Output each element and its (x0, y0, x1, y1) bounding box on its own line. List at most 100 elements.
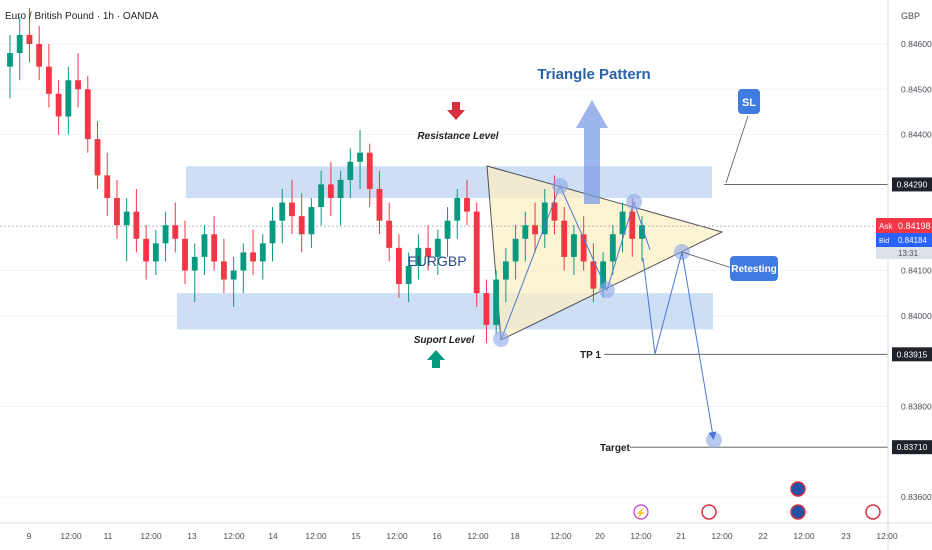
resistance-zone (186, 166, 712, 199)
resistance-label: Resistance Level (417, 131, 498, 142)
candle-body (45, 66, 52, 94)
candle-body (425, 247, 432, 257)
x-tick-label: 22 (758, 531, 768, 541)
lightning-event-icon[interactable] (633, 504, 649, 520)
x-tick-label: 12:00 (60, 531, 82, 541)
ask-label: Ask (879, 222, 893, 231)
candle-body (123, 211, 130, 226)
y-tick-label: 0.84100 (901, 266, 932, 276)
candle-body (318, 184, 325, 208)
touch-point-4 (626, 194, 642, 210)
candle-body (172, 225, 179, 239)
x-tick-label: 12:00 (876, 531, 898, 541)
candle-body (600, 261, 607, 289)
candle-body (629, 211, 636, 239)
candle-body (84, 89, 91, 140)
retesting-leader (681, 251, 733, 269)
candle-body (415, 247, 422, 266)
candle-body (162, 225, 169, 244)
target-label: Target (600, 443, 630, 454)
eu-flag-icon[interactable] (790, 481, 806, 497)
countdown: 13:31 (898, 249, 919, 258)
candle-body (580, 234, 587, 262)
candle-body (639, 225, 645, 239)
candle-body (75, 80, 81, 90)
breakout-arrow (576, 100, 608, 204)
x-tick-label: 21 (676, 531, 686, 541)
symbol-watermark: EURGBP (407, 253, 466, 269)
candle-body (347, 161, 354, 180)
candle-body (152, 243, 159, 262)
resistance-down-arrow (447, 102, 465, 120)
support-zone (177, 293, 713, 330)
candle-body (308, 207, 315, 235)
eu-flag-icon-2[interactable] (790, 504, 806, 520)
candle-body (590, 261, 597, 289)
x-tick-label: 12:00 (630, 531, 652, 541)
price-axis[interactable]: 0.84600 0.84500 0.84400 0.84100 0.84000 0.838… (901, 39, 932, 502)
candle-body (259, 243, 266, 262)
candle-body (298, 216, 305, 235)
candle-body (191, 256, 198, 271)
bid-price: 0.84184 (898, 236, 927, 245)
support-up-arrow (427, 350, 445, 368)
x-tick-label: 11 (104, 531, 113, 541)
candle-body (357, 152, 363, 162)
candle-body (211, 234, 218, 262)
symbol-title[interactable]: Euro / British Pound · 1h · OANDA (5, 11, 159, 22)
time-axis[interactable]: 9 12:00 11 12:00 13 12:00 14 12:00 15 12:00 16 12:0… (27, 531, 898, 541)
candles (7, 7, 645, 343)
grid (0, 43, 888, 498)
candle-body (541, 202, 548, 235)
y-tick-label: 0.84600 (901, 39, 932, 49)
sl-callout-leader (725, 115, 749, 184)
x-tick-label: 12:00 (550, 531, 572, 541)
candle-body (434, 238, 441, 257)
ask-price: 0.84198 (898, 221, 931, 231)
candle-body (444, 220, 451, 239)
candle-body (483, 293, 490, 325)
candle-body (36, 44, 43, 67)
x-tick-label: 12:00 (793, 531, 815, 541)
candle-body (396, 247, 402, 285)
x-tick-label: 12:00 (223, 531, 245, 541)
candle-body (269, 220, 276, 244)
event-icons[interactable]: ⚡ (633, 481, 881, 520)
price-tag-label: 0.84290 (897, 179, 928, 189)
candle-body (532, 225, 538, 235)
x-tick-label: 20 (595, 531, 605, 541)
uk-flag-icon[interactable] (701, 504, 717, 520)
currency-label: GBP (901, 11, 920, 21)
x-tick-label: 12:00 (305, 531, 327, 541)
retesting-callout-text: Retesting (731, 264, 777, 275)
candle-body (250, 252, 256, 262)
candle-body (571, 234, 577, 257)
candle-body (619, 211, 626, 235)
x-tick-label: 23 (841, 531, 851, 541)
candle-body (279, 202, 286, 221)
candle-body (512, 238, 519, 262)
candle-body (289, 202, 295, 217)
candle-body (493, 279, 500, 325)
price-tags: 0.84290 0.83915 0.83710 (892, 177, 932, 455)
candle-body (55, 93, 62, 117)
x-tick-label: 12:00 (467, 531, 489, 541)
touch-point-3 (599, 282, 615, 298)
price-tag-bg (892, 347, 932, 362)
candle-body (230, 270, 237, 280)
candle-body (133, 211, 140, 239)
candle-body (376, 188, 383, 221)
pattern-title: Triangle Pattern (537, 66, 650, 83)
current-price-tag: Ask 0.84198 Bid 0.84184 13:31 (876, 218, 932, 259)
candle-body (551, 202, 558, 221)
candle-body (327, 184, 334, 199)
uk-flag-icon-2[interactable] (865, 504, 881, 520)
candle-body (220, 261, 227, 280)
target-point (706, 432, 722, 448)
candle-body (464, 198, 470, 212)
candle-body (104, 175, 111, 199)
candle-body (454, 198, 461, 221)
sl-callout-text: SL (742, 97, 756, 109)
y-tick-label: 0.84000 (901, 311, 932, 321)
